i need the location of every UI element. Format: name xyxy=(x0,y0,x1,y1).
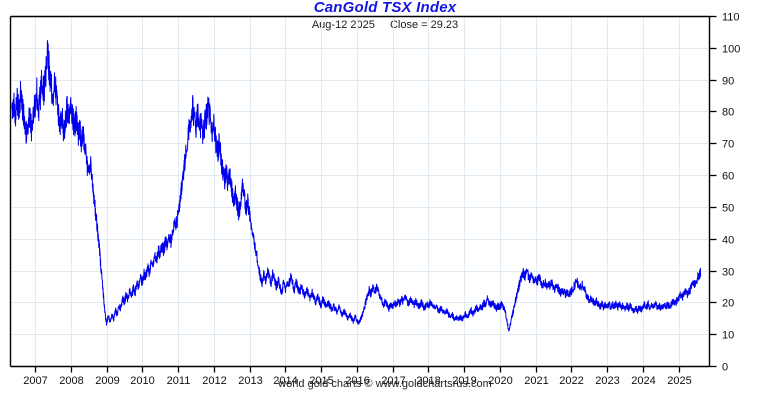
x-axis-ticks xyxy=(34,366,681,373)
xtick-label-2022: 2022 xyxy=(559,375,583,387)
ytick-label-20: 20 xyxy=(722,298,734,310)
ytick-label-40: 40 xyxy=(722,235,734,247)
y-axis-tick-labels: 0 10 20 30 40 50 60 70 80 90 100 110 xyxy=(722,12,740,374)
chart-subtitle-date: Aug-12 2025 xyxy=(311,19,375,31)
xtick-label-2008: 2008 xyxy=(59,375,83,387)
ytick-label-110: 110 xyxy=(722,12,740,24)
horizontal-gridlines xyxy=(10,48,709,335)
xtick-label-2015: 2015 xyxy=(309,375,333,387)
xtick-label-2011: 2011 xyxy=(167,375,191,387)
xtick-label-2025: 2025 xyxy=(667,375,691,387)
vertical-gridlines xyxy=(35,16,680,366)
xtick-label-2009: 2009 xyxy=(95,375,119,387)
xtick-label-2007: 2007 xyxy=(23,375,47,387)
chart-title: CanGold TSX Index xyxy=(313,0,457,16)
ytick-label-100: 100 xyxy=(722,44,740,56)
ytick-label-60: 60 xyxy=(722,171,734,183)
ytick-label-0: 0 xyxy=(722,362,728,374)
footer-credit: world gold charts © www.goldchartsrus.co… xyxy=(278,378,492,390)
xtick-label-2024: 2024 xyxy=(631,375,655,387)
xtick-label-2010: 2010 xyxy=(130,375,154,387)
series-line-cangold-tsx-index xyxy=(11,40,702,332)
ytick-label-50: 50 xyxy=(722,203,734,215)
xtick-label-2023: 2023 xyxy=(595,375,619,387)
y-axis-ticks xyxy=(709,15,717,368)
ytick-label-80: 80 xyxy=(722,107,734,119)
chart-subtitle-close: Close = 29.23 xyxy=(389,19,459,31)
xtick-label-2017: 2017 xyxy=(381,375,405,387)
xtick-label-2018: 2018 xyxy=(416,375,440,387)
ytick-label-30: 30 xyxy=(722,267,734,279)
x-axis-tick-labels: 2007 2008 2009 2010 2011 2012 2013 2014 2015 2016… xyxy=(23,375,691,387)
ytick-label-90: 90 xyxy=(722,76,734,88)
xtick-label-2016: 2016 xyxy=(345,375,369,387)
chart-subtitle: Aug-12 2025 Close = 29.23 xyxy=(0,19,770,31)
xtick-label-2020: 2020 xyxy=(488,375,512,387)
plot-frame xyxy=(9,15,711,368)
xtick-label-2014: 2014 xyxy=(273,375,297,387)
xtick-label-2013: 2013 xyxy=(238,375,262,387)
xtick-label-2021: 2021 xyxy=(524,375,548,387)
xtick-label-2019: 2019 xyxy=(452,375,476,387)
ytick-label-10: 10 xyxy=(722,330,734,342)
xtick-label-2012: 2012 xyxy=(202,375,226,387)
ytick-label-70: 70 xyxy=(722,139,734,151)
